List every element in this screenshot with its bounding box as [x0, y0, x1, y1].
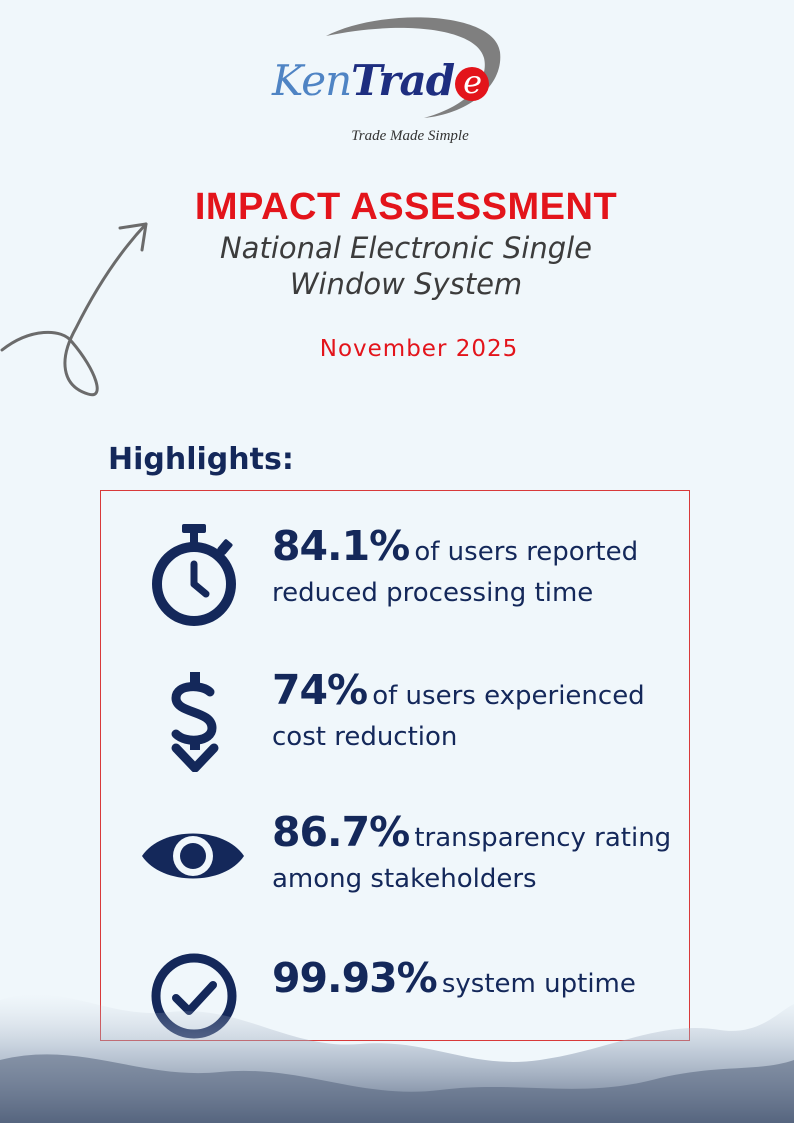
highlight-text-line-1: of users experienced: [372, 681, 645, 711]
highlight-text-line-2: cost reduction: [272, 722, 458, 752]
logo-e-badge: e: [455, 66, 490, 101]
highlight-item: 84.1% of users reported reduced processi…: [272, 522, 692, 614]
highlight-item: 74% of users experienced cost reduction: [272, 666, 692, 758]
highlight-value: 86.7%: [272, 808, 410, 856]
logo-tagline: Trade Made Simple: [351, 128, 469, 144]
highlights-heading: Highlights:: [108, 442, 294, 477]
eye-icon: [142, 833, 244, 879]
report-date: November 2025: [319, 336, 519, 362]
dollar-down-icon: [171, 672, 219, 772]
logo-wordmark: KenTrad e: [272, 56, 490, 105]
highlight-item: 99.93% system uptime: [272, 954, 692, 1005]
highlight-value: 84.1%: [272, 522, 410, 570]
kentrade-logo: KenTrad e Trade Made Simple: [262, 14, 512, 154]
subtitle-line-2: Window System: [289, 267, 523, 301]
page-subtitle: National Electronic Single Window System: [0, 230, 794, 302]
highlight-value: 99.93%: [272, 954, 438, 1002]
logo-trade: Trad: [351, 56, 455, 105]
highlight-value: 74%: [272, 666, 368, 714]
mist-decoration: [0, 994, 794, 1123]
page-title: IMPACT ASSESSMENT: [194, 186, 618, 228]
highlight-text-line-2: among stakeholders: [272, 864, 537, 894]
highlight-text-line-1: system uptime: [441, 969, 636, 999]
decorative-arrow-icon: [0, 222, 148, 397]
highlight-text-line-2: reduced processing time: [272, 578, 594, 608]
highlight-item: 86.7% transparency rating among stakehol…: [272, 808, 692, 900]
highlights-box: [100, 490, 690, 1041]
highlight-text-line-1: of users reported: [414, 537, 639, 567]
logo-ken: Ken: [272, 56, 352, 105]
highlight-text-line-1: transparency rating: [414, 823, 672, 853]
stopwatch-icon: [152, 524, 236, 626]
subtitle-line-1: National Electronic Single: [219, 231, 592, 265]
